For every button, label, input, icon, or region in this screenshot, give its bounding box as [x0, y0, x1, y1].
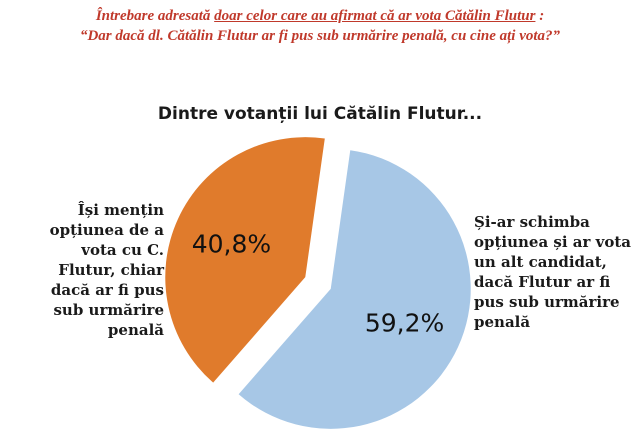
question-prefix: Întrebare adresată [95, 8, 211, 24]
question-line-1: Întrebare adresată doar celor care au af… [0, 6, 640, 26]
slice-category-change: Și-ar schimba opțiunea și ar vota un alt… [474, 213, 631, 331]
chart-title: Dintre votanții lui Cătălin Flutur... [157, 104, 483, 124]
slice-category-stay: Își mențin opțiunea de a vota cu C. Flut… [49, 201, 164, 339]
pie-slice-stay [165, 137, 325, 383]
question-line-2: “Dar dacă dl. Cătălin Flutur ar fi pus s… [79, 28, 561, 44]
question-colon: : [539, 8, 545, 24]
pie-label-change: 59,2% [365, 309, 444, 338]
pie-slice-change [238, 150, 471, 429]
question-header: Întrebare adresată doar celor care au af… [0, 6, 640, 46]
question-target-group: doar celor care au afirmat că ar vota Că… [214, 8, 536, 24]
pie-label-stay: 40,8% [192, 229, 271, 258]
